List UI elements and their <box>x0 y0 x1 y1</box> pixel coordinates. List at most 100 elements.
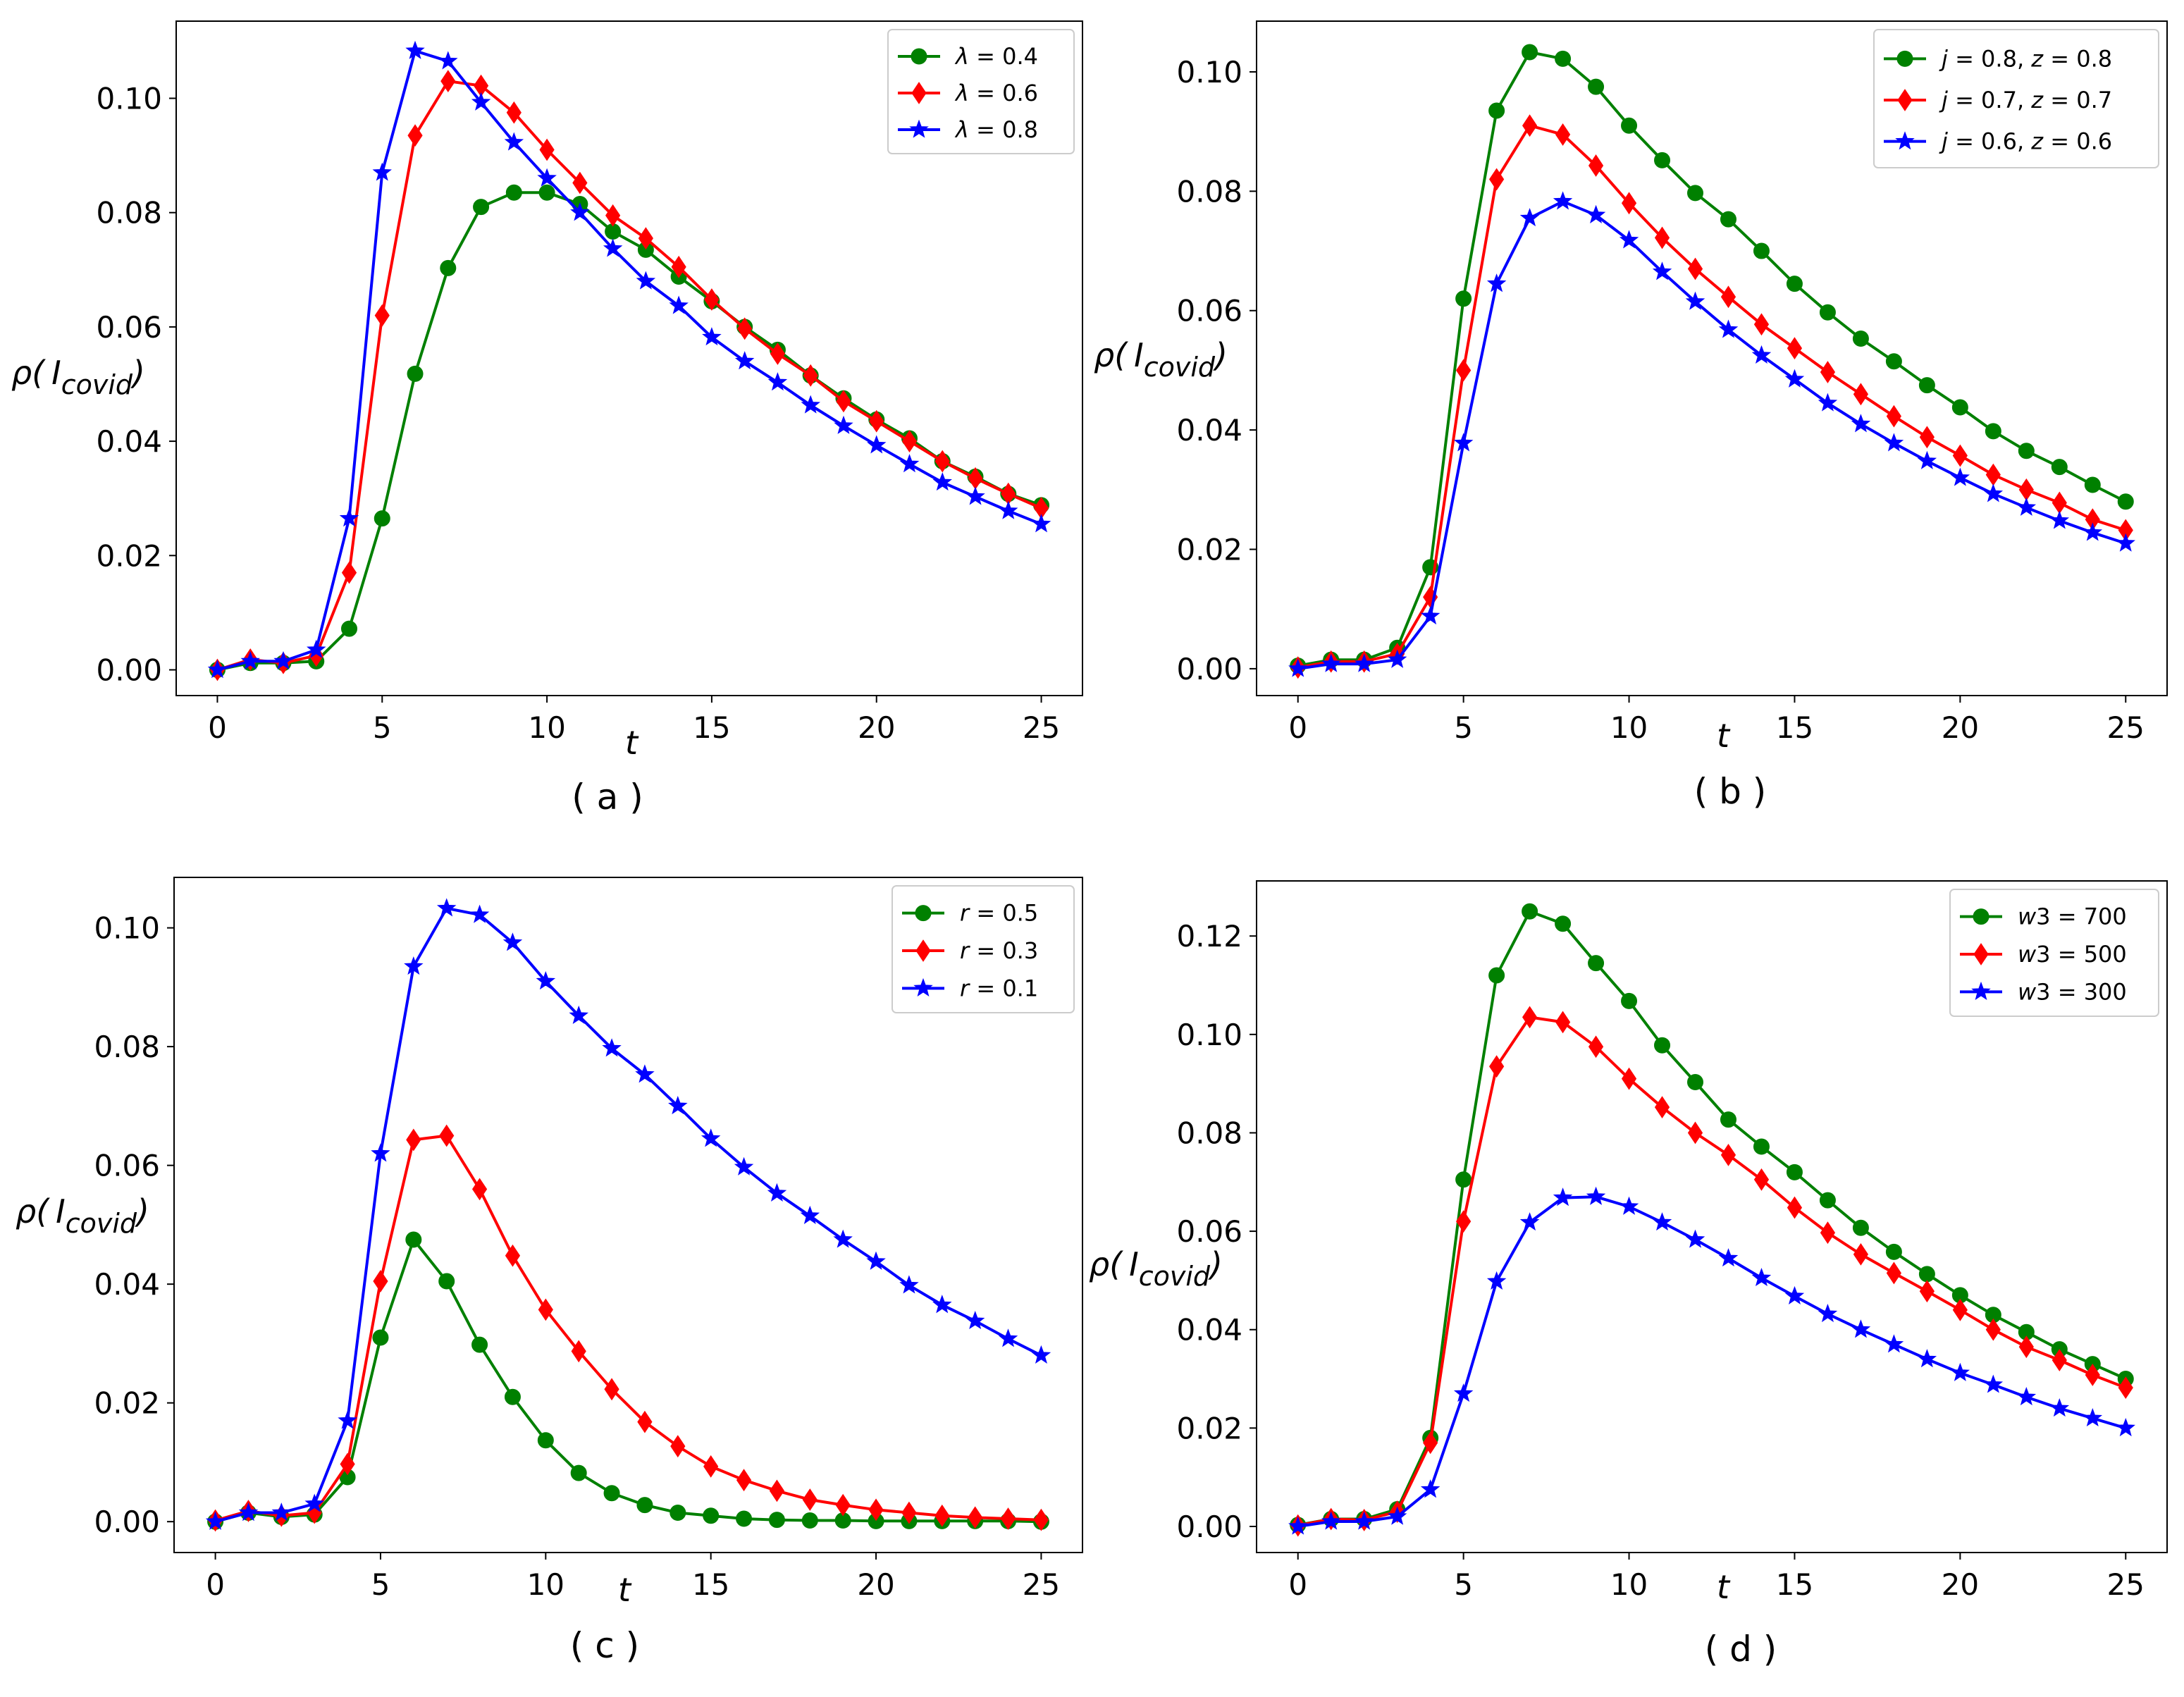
series-line-2 <box>215 906 1042 1524</box>
data-point <box>1853 383 1869 406</box>
data-point <box>998 1328 1018 1347</box>
plot-frame <box>1256 20 2168 696</box>
data-point <box>1354 653 1374 672</box>
data-point <box>440 70 456 93</box>
data-point <box>1586 204 1606 223</box>
data-point <box>999 500 1018 519</box>
data-point <box>1751 345 1772 364</box>
data-point <box>1654 226 1670 249</box>
data-point <box>1884 1334 1904 1353</box>
y-axis-label-var: I <box>51 354 61 392</box>
data-point <box>1687 1121 1703 1144</box>
legend: r = 0.5r = 0.3r = 0.1 <box>892 885 1075 1013</box>
data-point <box>571 1340 586 1363</box>
x-axis-label: t <box>618 1571 632 1609</box>
y-tick-label: 0.06 <box>1176 1214 1242 1249</box>
data-point <box>736 1469 752 1492</box>
data-point <box>1420 1479 1440 1498</box>
data-point <box>734 351 755 370</box>
data-point <box>1522 903 1538 920</box>
legend-marker <box>915 939 931 962</box>
data-point <box>205 1511 226 1530</box>
data-point <box>1619 1196 1639 1215</box>
data-point <box>240 650 260 670</box>
data-point <box>603 1485 620 1502</box>
data-point <box>934 450 950 473</box>
data-point <box>1489 168 1505 191</box>
y-axis-label-sub: covid <box>1144 352 1216 383</box>
data-point <box>1387 649 1407 668</box>
y-tick-label: 0.04 <box>96 424 162 459</box>
data-point <box>934 1504 950 1527</box>
data-point <box>539 138 555 161</box>
legend-label-var: r <box>960 937 970 964</box>
data-point <box>1685 291 1705 310</box>
data-point <box>1985 463 2001 486</box>
data-point <box>702 327 722 346</box>
data-point <box>1786 1164 1803 1180</box>
y-axis-label-var: I <box>1129 1245 1139 1283</box>
data-point <box>1553 191 1573 210</box>
data-point <box>1553 1187 1573 1207</box>
data-point <box>670 1505 686 1522</box>
legend-label: j = 0.7, z = 0.7 <box>1939 87 2112 113</box>
data-point <box>406 1128 421 1152</box>
data-point <box>1555 123 1571 146</box>
data-point <box>2116 533 2135 552</box>
data-point <box>1751 1267 1772 1287</box>
legend-label-rest2: = 0.8 <box>2043 45 2112 72</box>
y-tick-label: 0.00 <box>1176 652 1242 686</box>
data-point <box>703 1507 720 1524</box>
data-point <box>836 390 851 413</box>
data-point <box>1522 114 1538 137</box>
data-point <box>2052 491 2067 514</box>
data-point <box>899 454 920 473</box>
data-point <box>469 904 490 923</box>
data-point <box>2117 493 2134 510</box>
data-point <box>1687 1074 1704 1091</box>
data-point <box>636 271 656 290</box>
legend: j = 0.8, z = 0.8j = 0.7, z = 0.7j = 0.6,… <box>1873 29 2159 168</box>
x-tick-label: 0 <box>208 710 227 745</box>
data-point <box>1456 359 1472 382</box>
plot-frame <box>173 877 1083 1553</box>
data-point <box>1654 1096 1670 1119</box>
x-tick-label: 25 <box>2107 1567 2145 1602</box>
data-point <box>1588 78 1605 95</box>
data-point <box>605 204 621 227</box>
data-point <box>1687 185 1704 202</box>
data-point <box>373 1270 388 1292</box>
y-tick-label: 0.00 <box>96 653 162 688</box>
data-point <box>471 1178 488 1201</box>
y-axis-label: ρ(Icovid) <box>1094 336 1228 383</box>
data-point <box>1886 1261 1902 1285</box>
data-point <box>2049 510 2070 529</box>
data-point <box>1753 1138 1770 1155</box>
legend-label-var: j <box>1939 87 1948 113</box>
data-point <box>1321 1511 1341 1530</box>
data-point <box>1950 1362 1970 1381</box>
data-point <box>1853 1243 1869 1266</box>
x-tick-label: 15 <box>1776 1567 1813 1602</box>
legend-marker <box>1973 943 1989 965</box>
data-point <box>1685 1229 1705 1248</box>
data-point <box>734 1156 754 1175</box>
legend-label-rest: = 0.7, <box>1948 87 2031 113</box>
data-point <box>769 1479 785 1502</box>
data-point <box>1753 1168 1770 1191</box>
data-point <box>636 1497 653 1514</box>
y-axis-label: ρ(Icovid) <box>11 354 145 400</box>
data-point <box>339 508 359 527</box>
x-axis-label: t <box>1717 717 1731 755</box>
data-point <box>439 1124 455 1147</box>
data-point <box>803 364 818 387</box>
data-point <box>438 1273 455 1290</box>
legend-label-var: j <box>1939 128 1948 155</box>
chart-panel-c: 0 5 10 15 20 25 0.00 0.02 0.04 0.06 0.08 0.10 t ρ(Ico… <box>16 877 1083 1666</box>
legend-marker <box>911 48 927 65</box>
data-point <box>407 365 424 382</box>
y-tick-label: 0.12 <box>1176 919 1242 954</box>
data-point <box>1852 331 1869 347</box>
